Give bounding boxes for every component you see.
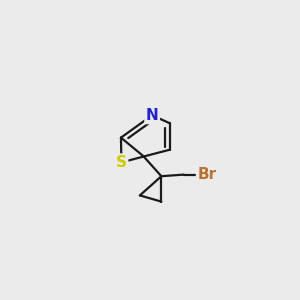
Text: N: N [146, 108, 158, 123]
Text: S: S [116, 155, 127, 170]
Text: Br: Br [197, 167, 216, 182]
